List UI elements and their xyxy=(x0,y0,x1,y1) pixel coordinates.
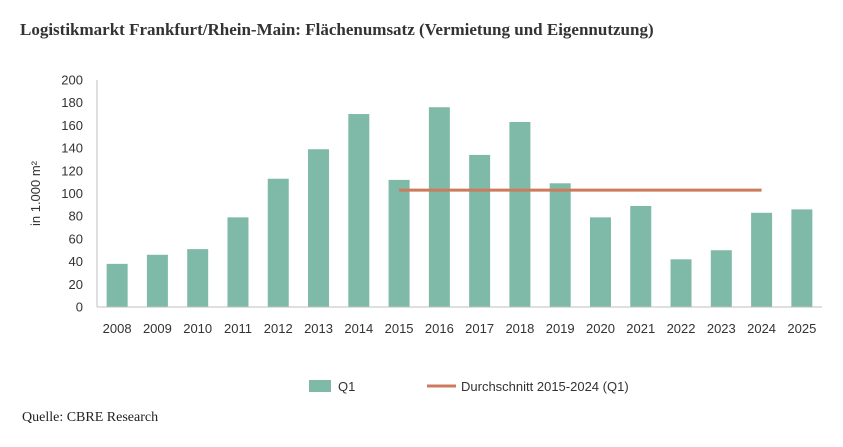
bar-2025 xyxy=(791,209,813,307)
bar-2019 xyxy=(549,183,571,307)
y-tick-label: 140 xyxy=(61,141,83,156)
bar-2013 xyxy=(308,149,330,307)
y-tick-label: 200 xyxy=(61,73,83,88)
bar-2012 xyxy=(267,178,289,307)
x-tick-label: 2016 xyxy=(425,321,454,336)
chart-title: Logistikmarkt Frankfurt/Rhein-Main: Fläc… xyxy=(20,20,654,39)
x-tick-label: 2020 xyxy=(586,321,615,336)
bar-2022 xyxy=(670,259,692,307)
bar-2014 xyxy=(348,114,370,307)
x-tick-label: 2013 xyxy=(304,321,333,336)
bar-2023 xyxy=(710,250,732,307)
x-tick-label: 2025 xyxy=(787,321,816,336)
y-tick-label: 0 xyxy=(76,300,83,315)
x-tick-label: 2009 xyxy=(143,321,172,336)
bar-2008 xyxy=(106,263,128,307)
legend-swatch-q1 xyxy=(309,380,331,392)
x-tick-label: 2022 xyxy=(667,321,696,336)
y-tick-label: 100 xyxy=(61,186,83,201)
x-tick-label: 2010 xyxy=(183,321,212,336)
x-tick-label: 2011 xyxy=(224,321,252,336)
y-tick-label: 40 xyxy=(69,254,83,269)
x-tick-label: 2019 xyxy=(546,321,575,336)
legend-label-average: Durchschnitt 2015-2024 (Q1) xyxy=(461,379,629,394)
bar-2010 xyxy=(187,249,209,307)
x-tick-label: 2024 xyxy=(747,321,776,336)
bar-2009 xyxy=(146,254,168,307)
y-tick-label: 160 xyxy=(61,118,83,133)
x-tick-label: 2018 xyxy=(505,321,534,336)
y-axis-label: in 1.000 m² xyxy=(28,160,43,226)
bar-2016 xyxy=(428,107,450,308)
y-tick-label: 120 xyxy=(61,163,83,178)
x-tick-label: 2021 xyxy=(626,321,655,336)
legend-label-q1: Q1 xyxy=(338,379,355,394)
x-tick-label: 2014 xyxy=(344,321,373,336)
x-tick-label: 2008 xyxy=(103,321,132,336)
bar-2020 xyxy=(589,217,611,307)
bar-2024 xyxy=(751,212,773,307)
y-tick-label: 80 xyxy=(69,209,83,224)
y-tick-label: 20 xyxy=(69,277,83,292)
y-tick-label: 60 xyxy=(69,231,83,246)
x-tick-label: 2012 xyxy=(264,321,293,336)
source-note: Quelle: CBRE Research xyxy=(22,410,159,425)
x-tick-label: 2017 xyxy=(465,321,494,336)
bar-2017 xyxy=(469,154,491,307)
x-tick-label: 2023 xyxy=(707,321,736,336)
bar-2015 xyxy=(388,179,410,307)
x-tick-label: 2015 xyxy=(385,321,414,336)
bar-2018 xyxy=(509,121,531,308)
y-tick-label: 180 xyxy=(61,95,83,110)
bar-2021 xyxy=(630,205,652,307)
bar-2011 xyxy=(227,217,249,307)
